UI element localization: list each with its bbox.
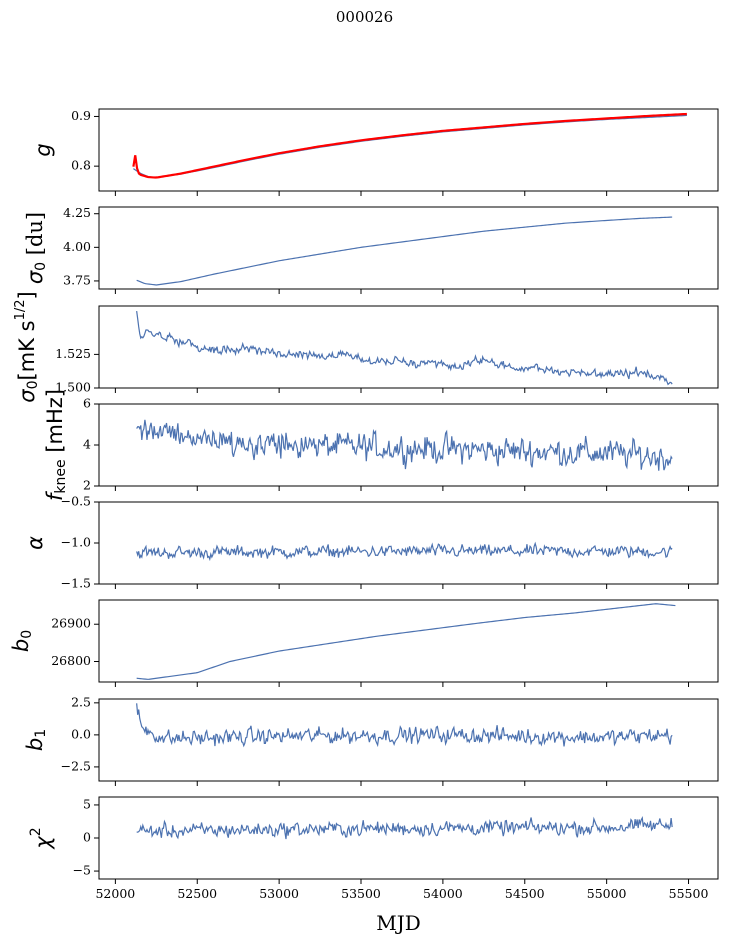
y-tick-label: 6: [83, 396, 91, 411]
y-tick-label: 0: [83, 830, 91, 845]
x-axis-label: MJD: [376, 911, 421, 935]
y-tick-label: 26800: [51, 653, 91, 668]
series-line-alpha-0: [136, 541, 673, 562]
panel-fknee: 2 4 6 fknee [mHz]: [43, 389, 719, 501]
y-tick-label: 1.525: [55, 346, 91, 361]
panel-alpha: −1.5 −1.0 −0.5 α: [23, 494, 719, 591]
y-tick-label: 4.00: [63, 239, 91, 254]
y-tick-label: −1.0: [61, 535, 91, 550]
panel-sigma0_mK: 1.500 1.525 σ0[mK s1/2]: [13, 291, 719, 403]
series-line-sigma0_du-0: [136, 216, 673, 286]
x-tick-label: 55000: [587, 886, 627, 901]
y-axis-label-0: g: [31, 143, 55, 156]
series-line-sigma0_mK-0: [136, 310, 673, 386]
y-axis-label-1: σ0 [du]: [23, 212, 50, 284]
y-tick-label: −5: [73, 863, 91, 878]
panel-sigma0_du: 3.75 4.00 4.25 σ0 [du]: [23, 205, 719, 294]
x-tick-label: 53500: [341, 886, 381, 901]
panel-chi2: −5 0 5 52000 52500 53000 53500 54000 54500 55000 5…: [28, 796, 719, 901]
y-axis-label-7: χ2: [28, 827, 55, 849]
axes-frame: [98, 206, 719, 290]
y-tick-label: 4: [83, 437, 91, 452]
axes-frame: [98, 599, 719, 683]
x-tick-label: 54000: [423, 886, 463, 901]
y-axis-label-3: fknee [mHz]: [43, 389, 69, 501]
series-line-g-0: [133, 114, 687, 179]
y-tick-label: 26900: [51, 616, 91, 631]
x-tick-label: 53000: [259, 886, 299, 901]
y-tick-label: 5: [83, 796, 91, 811]
y-tick-label: −2.5: [61, 758, 91, 773]
axes-frame: [98, 698, 719, 782]
axes-frame: [98, 305, 719, 389]
panel-b1: −2.5 0.0 2.5 b1: [23, 694, 719, 786]
y-tick-label: 0.0: [71, 726, 91, 741]
y-axis-label-2: σ0[mK s1/2]: [13, 291, 42, 402]
y-axis-label-4: α: [23, 536, 47, 550]
y-tick-label: 3.75: [63, 272, 91, 287]
x-tick-label: 52000: [95, 886, 135, 901]
y-tick-label: 0.9: [71, 108, 91, 123]
series-line-chi2-0: [136, 815, 673, 840]
x-tick-label: 54500: [505, 886, 545, 901]
y-tick-label: −1.5: [61, 576, 91, 591]
x-tick-label: 55500: [669, 886, 709, 901]
figure-title: 000026: [335, 8, 394, 26]
y-tick-label: 0.8: [71, 158, 91, 173]
panel-g: 0.8 0.9 g: [31, 108, 719, 196]
series-line-b1-0: [136, 703, 673, 748]
y-tick-label: 2: [83, 478, 91, 493]
axes-frame: [98, 796, 719, 880]
y-tick-label: 1.500: [55, 380, 91, 395]
y-axis-label-6: b1: [23, 729, 49, 751]
y-tick-label: 2.5: [71, 694, 91, 709]
x-tick-label: 52500: [177, 886, 217, 901]
series-line-fknee-0: [136, 419, 673, 471]
axes-frame: [98, 108, 719, 192]
panel-b0: 26800 26900 b0: [9, 599, 719, 687]
series-line-b0-0: [136, 603, 676, 680]
y-tick-label: 4.25: [63, 205, 91, 220]
y-axis-label-5: b0: [9, 630, 35, 652]
series-line-g-1: [132, 112, 687, 179]
axes-frame: [98, 501, 719, 585]
y-tick-label: −0.5: [61, 494, 91, 509]
